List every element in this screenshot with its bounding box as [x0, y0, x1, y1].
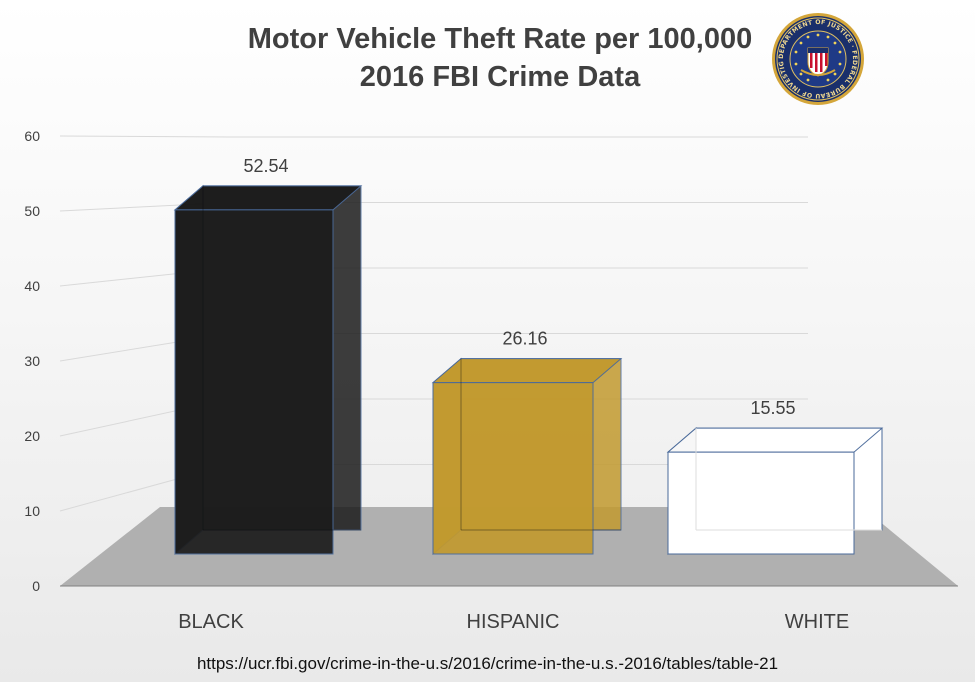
y-tick-label: 10 [24, 503, 40, 519]
bar-hispanic [431, 357, 623, 556]
y-tick-label: 30 [24, 353, 40, 369]
data-label: 26.16 [502, 329, 547, 349]
chart-title: Motor Vehicle Theft Rate per 100,000 [247, 23, 753, 55]
y-tick-label: 40 [24, 278, 40, 294]
x-tick-label: HISPANIC [467, 611, 560, 633]
bar-front-face [432, 382, 594, 555]
x-tick-label: WHITE [785, 611, 849, 633]
perspective-line [59, 135, 231, 138]
x-axis-labels: BLACK HISPANIC WHITE [178, 611, 849, 633]
data-labels: 52.54 26.16 15.55 [243, 156, 795, 418]
data-label: 15.55 [750, 398, 795, 418]
y-tick-label: 0 [32, 578, 40, 594]
y-tick-label: 60 [24, 128, 40, 144]
chart-title-block: Motor Vehicle Theft Rate per 100,000 201… [150, 20, 850, 96]
fbi-seal-icon: DEPARTMENT OF JUSTICE · FEDERAL BUREAU O… [771, 12, 864, 105]
bar-black [173, 184, 363, 556]
x-tick-label: BLACK [178, 611, 244, 633]
bar-front-face [174, 209, 334, 555]
data-label: 52.54 [243, 156, 288, 176]
bars [173, 184, 884, 556]
y-tick-label: 50 [24, 203, 40, 219]
bar-white [666, 427, 884, 556]
source-url: https://ucr.fbi.gov/crime-in-the-u.s/201… [196, 654, 779, 673]
bar-front-face [667, 451, 855, 555]
chart-subtitle: 2016 FBI Crime Data [359, 61, 641, 93]
y-tick-label: 20 [24, 428, 40, 444]
y-axis-ticks: 0 10 20 30 40 50 60 [24, 128, 40, 594]
bar-top-face [666, 427, 884, 453]
